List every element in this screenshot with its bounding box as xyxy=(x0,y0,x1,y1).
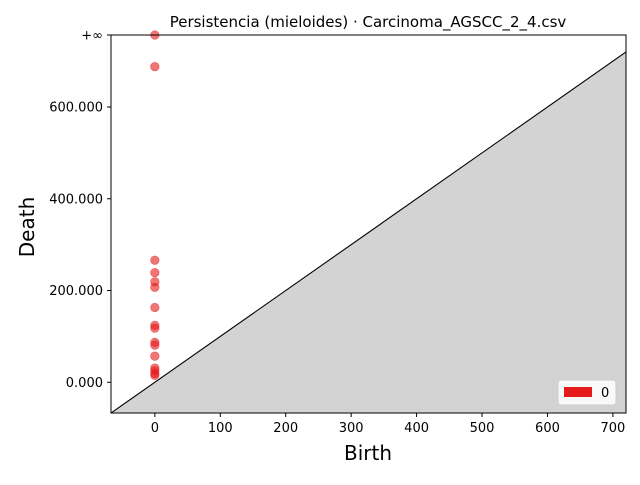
legend-label-0: 0 xyxy=(601,386,609,401)
y-axis-title: Death xyxy=(15,197,39,257)
data-point-0-8 xyxy=(150,323,160,333)
data-point-0-15 xyxy=(150,370,160,380)
x-tick-label-3: 300 xyxy=(339,421,364,436)
x-tick-label-2: 200 xyxy=(273,421,298,436)
x-tick-label-7: 700 xyxy=(600,421,625,436)
data-point-0-11 xyxy=(150,351,160,361)
x-tick-label-0: 0 xyxy=(151,421,159,436)
x-tick-label-4: 400 xyxy=(404,421,429,436)
data-point-0-6 xyxy=(150,302,160,313)
y-tick-label-4: +∞ xyxy=(81,29,103,44)
x-tick-label-5: 500 xyxy=(470,421,495,436)
chart-title: Persistencia (mieloides) · Carcinoma_AGS… xyxy=(170,13,567,32)
y-tick-label-2: 400.000 xyxy=(49,192,103,207)
plot-area: 0 100 200 300 400 500 600 700 0.000 200.000 400.00… xyxy=(49,29,627,436)
legend-swatch-0 xyxy=(564,387,592,397)
x-tick-label-6: 600 xyxy=(535,421,560,436)
y-tick-label-0: 0.000 xyxy=(66,376,103,391)
x-tick-label-1: 100 xyxy=(208,421,233,436)
plot-frame xyxy=(110,34,627,414)
y-tick-label-1: 200.000 xyxy=(49,284,103,299)
data-point-0-2 xyxy=(150,255,160,265)
diagonal-line xyxy=(111,51,626,413)
data-point-0-10 xyxy=(150,340,160,350)
y-tick-label-3: 600.000 xyxy=(49,101,103,116)
data-point-0-1 xyxy=(150,62,160,72)
data-point-0-3 xyxy=(150,268,160,278)
data-point-0-5 xyxy=(150,282,160,292)
x-axis-title: Birth xyxy=(344,441,392,465)
